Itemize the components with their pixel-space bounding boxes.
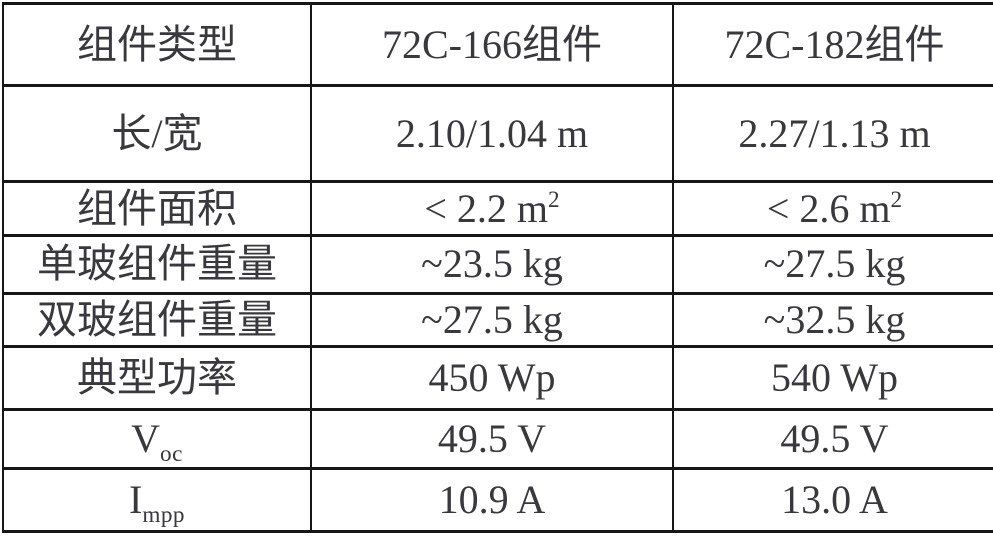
row-mpp-current: Impp 10.9 A 13.0 A xyxy=(2,466,993,534)
row-typical-power: 典型功率 450 Wp 540 Wp xyxy=(2,344,993,411)
voc-subscript: oc xyxy=(160,440,183,467)
row-label: 典型功率 xyxy=(2,344,312,411)
value-cell-182-voc: 49.5 V xyxy=(672,407,993,470)
area-superscript: 2 xyxy=(890,187,903,214)
voc-symbol: V xyxy=(131,415,161,461)
row-label: 单玻组件重量 xyxy=(2,234,312,295)
header-row: 组件类型 72C-166组件 72C-182组件 xyxy=(2,1,993,88)
row-single-glass-weight: 单玻组件重量 ~23.5 kg ~27.5 kg xyxy=(2,234,993,295)
area-value: < 2.6 m xyxy=(766,185,891,231)
value-cell-182-dimensions: 2.27/1.13 m xyxy=(672,84,993,184)
area-superscript: 2 xyxy=(548,187,560,214)
header-cell-model-72c-166: 72C-166组件 xyxy=(310,1,674,88)
value-cell-166-impp: 10.9 A xyxy=(310,466,674,534)
row-length-width: 长/宽 2.10/1.04 m 2.27/1.13 m xyxy=(2,84,993,184)
row-label: 组件面积 xyxy=(2,180,312,238)
header-cell-model-72c-182: 72C-182组件 xyxy=(672,1,993,88)
value-cell-166-dimensions: 2.10/1.04 m xyxy=(310,84,674,184)
row-label: Voc xyxy=(2,407,312,470)
value-cell-166-voc: 49.5 V xyxy=(310,407,674,470)
value-cell-182-power: 540 Wp xyxy=(672,344,993,411)
value-cell-182-dual-glass-weight: ~32.5 kg xyxy=(672,291,993,348)
value-cell-182-single-glass-weight: ~27.5 kg xyxy=(672,234,993,295)
row-label: 长/宽 xyxy=(2,84,312,184)
impp-symbol: I xyxy=(129,476,143,522)
row-module-area: 组件面积 < 2.2 m2 < 2.6 m2 xyxy=(2,180,993,238)
header-cell-module-type: 组件类型 xyxy=(2,1,312,88)
value-cell-166-power: 450 Wp xyxy=(310,344,674,411)
area-value: < 2.2 m xyxy=(424,185,549,231)
row-label: 双玻组件重量 xyxy=(2,291,312,348)
value-cell-182-area: < 2.6 m2 xyxy=(672,180,993,238)
value-cell-166-dual-glass-weight: ~27.5 kg xyxy=(310,291,674,348)
value-cell-166-area: < 2.2 m2 xyxy=(310,180,674,238)
impp-subscript: mpp xyxy=(142,501,185,528)
row-open-circuit-voltage: Voc 49.5 V 49.5 V xyxy=(2,407,993,470)
row-dual-glass-weight: 双玻组件重量 ~27.5 kg ~32.5 kg xyxy=(2,291,993,348)
value-cell-166-single-glass-weight: ~23.5 kg xyxy=(310,234,674,295)
row-label: Impp xyxy=(2,466,312,534)
value-cell-182-impp: 13.0 A xyxy=(672,466,993,534)
